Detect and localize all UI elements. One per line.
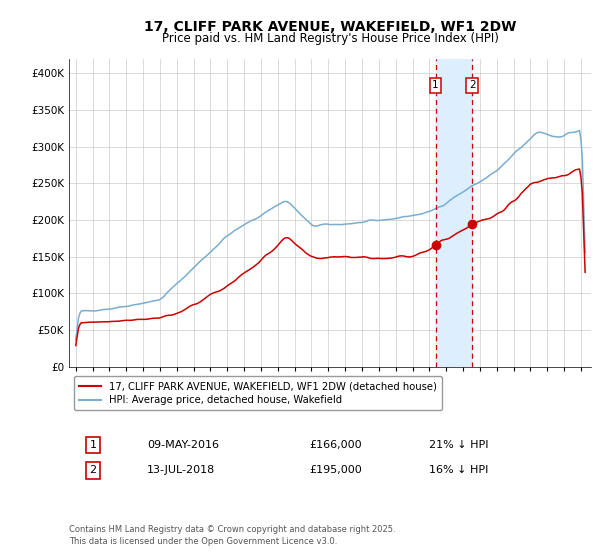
Text: £195,000: £195,000	[309, 465, 362, 475]
Text: 1: 1	[432, 80, 439, 90]
Text: Price paid vs. HM Land Registry's House Price Index (HPI): Price paid vs. HM Land Registry's House …	[161, 32, 499, 45]
Text: 16% ↓ HPI: 16% ↓ HPI	[429, 465, 488, 475]
Text: 17, CLIFF PARK AVENUE, WAKEFIELD, WF1 2DW: 17, CLIFF PARK AVENUE, WAKEFIELD, WF1 2D…	[144, 20, 516, 34]
Text: 21% ↓ HPI: 21% ↓ HPI	[429, 440, 488, 450]
Text: 2: 2	[469, 80, 475, 90]
Bar	[436, 59, 472, 367]
Text: £166,000: £166,000	[309, 440, 362, 450]
Text: Contains HM Land Registry data © Crown copyright and database right 2025.
This d: Contains HM Land Registry data © Crown c…	[69, 525, 395, 546]
Text: 13-JUL-2018: 13-JUL-2018	[147, 465, 215, 475]
Text: 1: 1	[89, 440, 97, 450]
Legend: 17, CLIFF PARK AVENUE, WAKEFIELD, WF1 2DW (detached house), HPI: Average price, : 17, CLIFF PARK AVENUE, WAKEFIELD, WF1 2D…	[74, 376, 442, 410]
Text: 2: 2	[89, 465, 97, 475]
Text: 09-MAY-2016: 09-MAY-2016	[147, 440, 219, 450]
